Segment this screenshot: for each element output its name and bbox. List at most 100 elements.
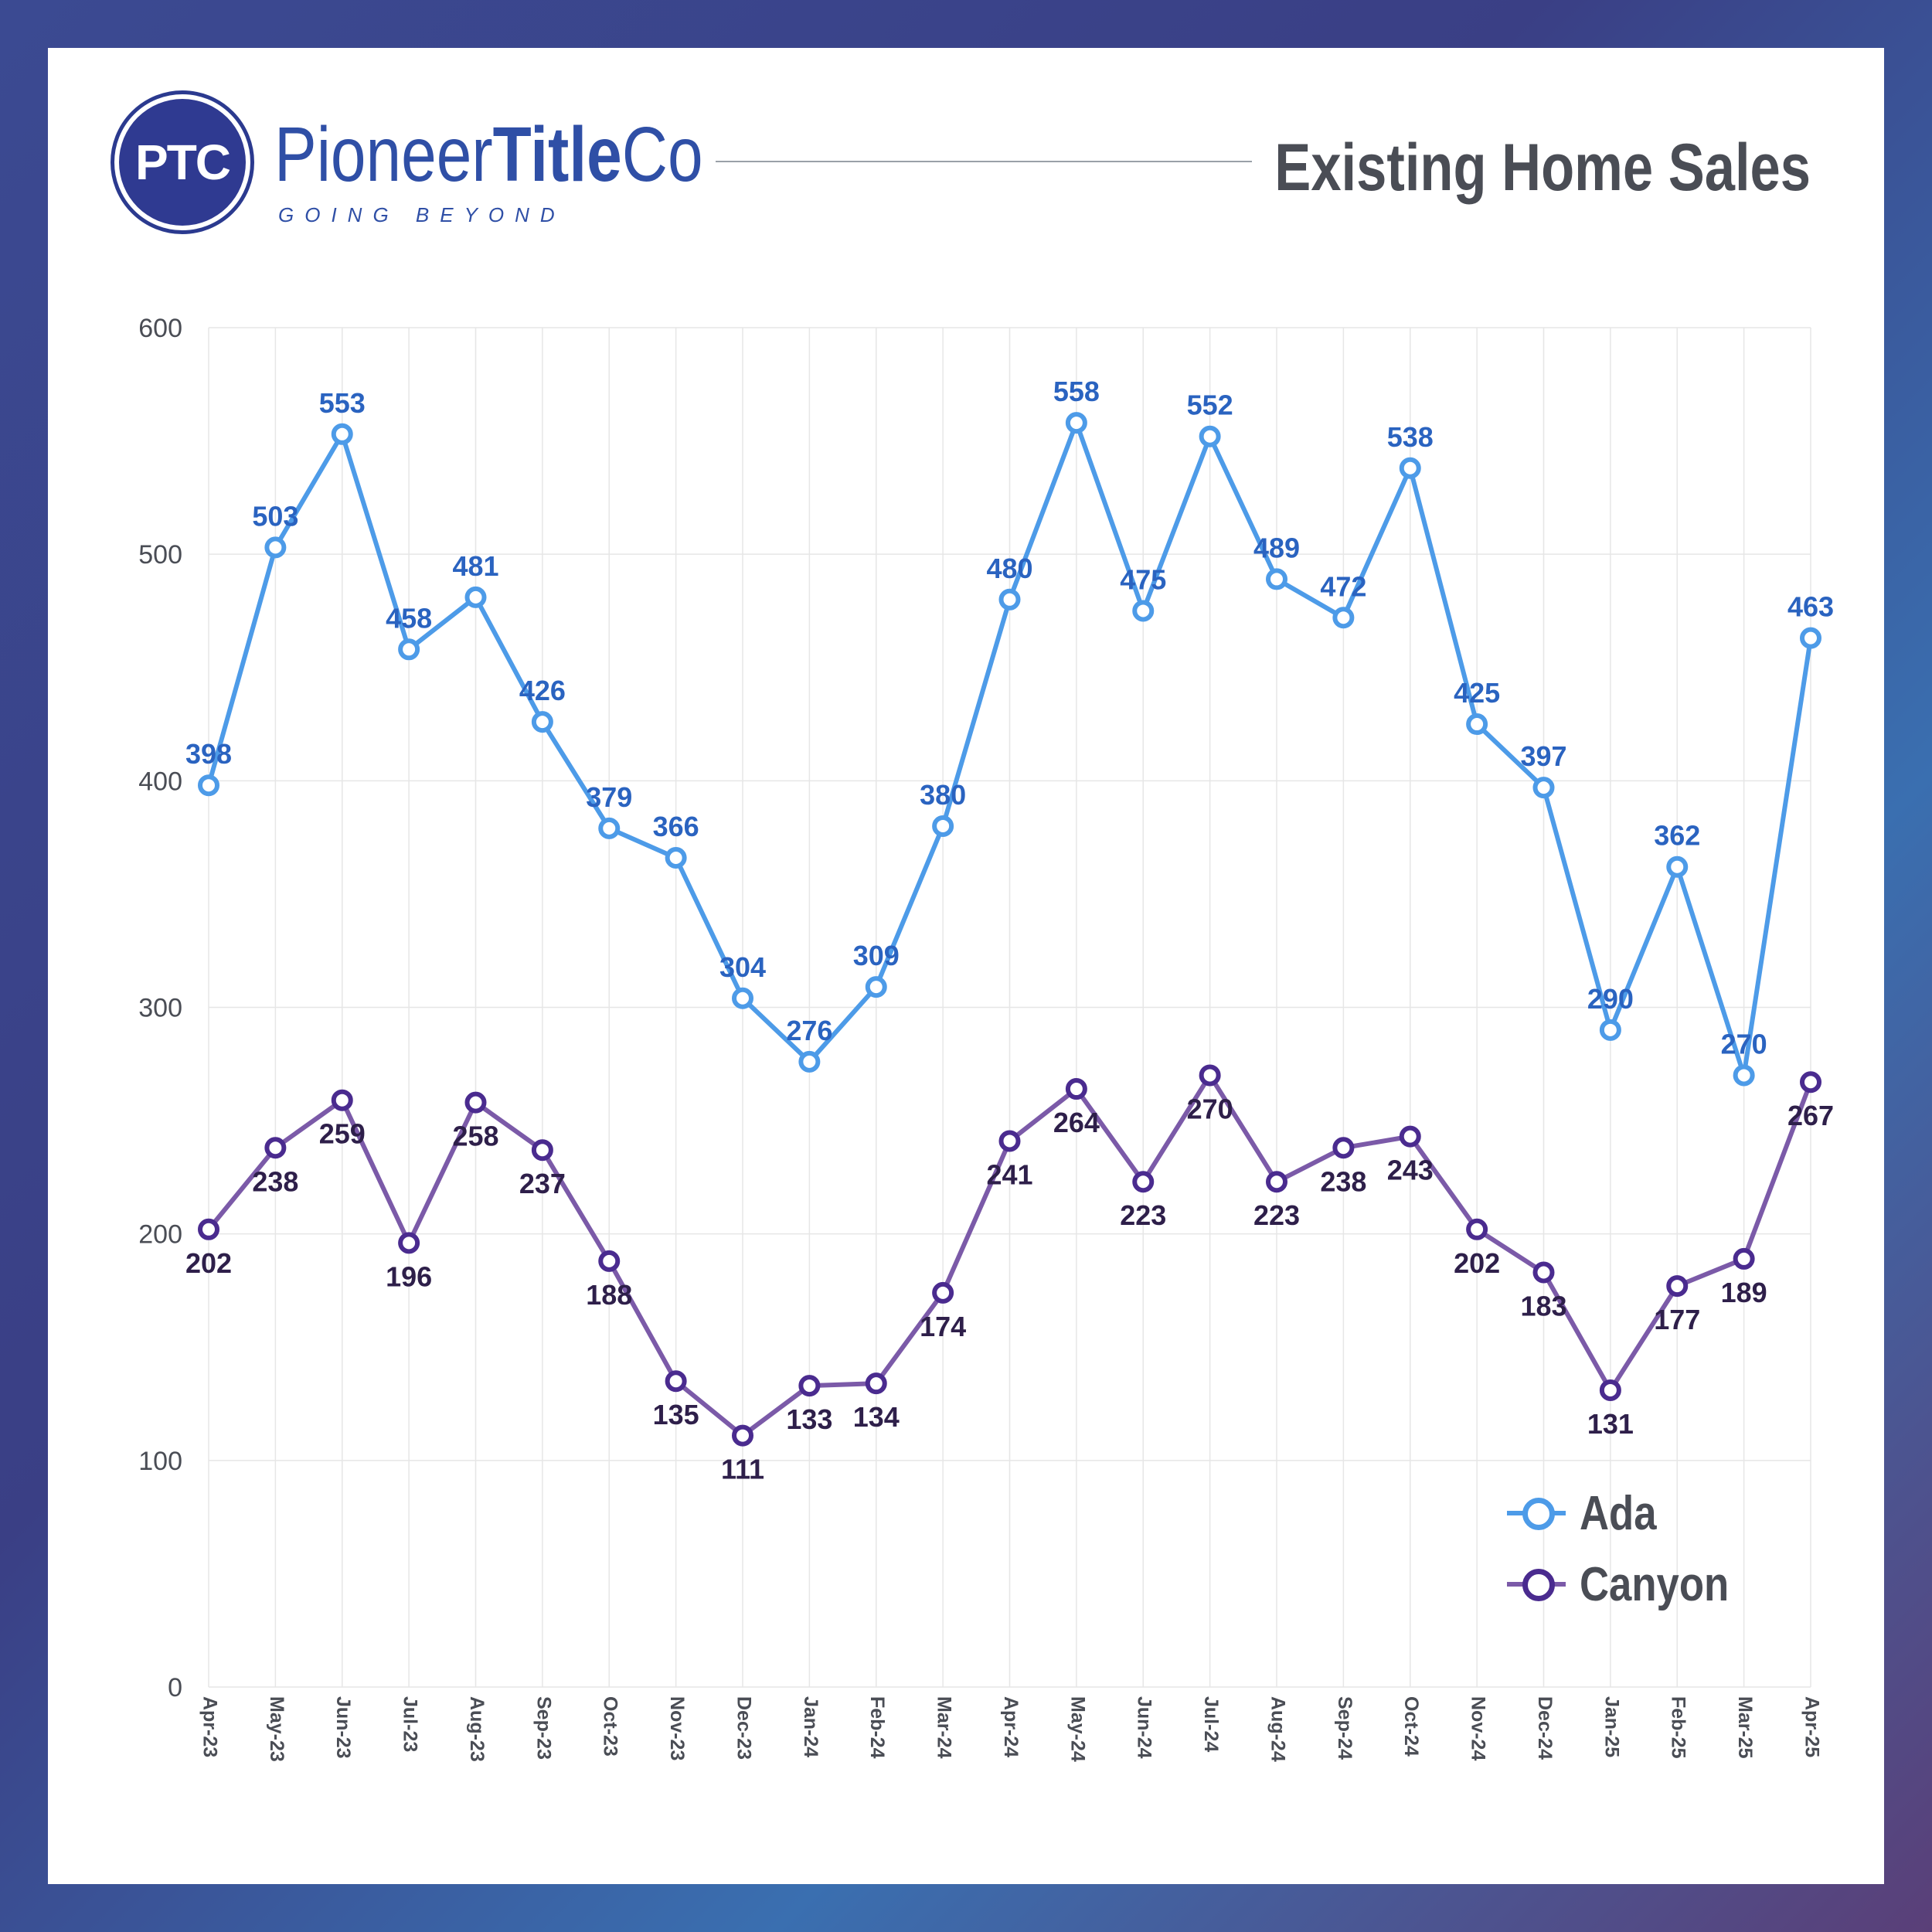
data-point-canyon — [932, 1281, 954, 1304]
data-label-ada: 558 — [1053, 376, 1100, 407]
data-label-canyon: 188 — [586, 1279, 632, 1311]
data-point-ada — [198, 774, 219, 797]
data-point-ada — [1132, 600, 1155, 622]
x-tick-label: Jun-23 — [332, 1696, 354, 1759]
x-tick-label: Apr-23 — [199, 1696, 220, 1757]
x-tick-label: Sep-24 — [1334, 1696, 1355, 1760]
data-point-canyon — [398, 1232, 420, 1254]
data-point-ada — [932, 815, 954, 837]
data-point-canyon — [1266, 1171, 1287, 1193]
data-label-ada: 304 — [719, 951, 766, 983]
data-point-canyon — [798, 1375, 821, 1397]
legend-swatch-ada — [1507, 1498, 1566, 1530]
data-point-canyon — [1466, 1218, 1488, 1240]
data-label-ada: 480 — [986, 553, 1032, 584]
data-label-canyon: 111 — [721, 1454, 764, 1485]
data-point-ada — [1266, 568, 1287, 590]
data-label-canyon: 174 — [920, 1311, 966, 1342]
data-point-ada — [331, 423, 353, 445]
data-point-canyon — [198, 1218, 219, 1240]
data-point-ada — [1532, 777, 1555, 799]
data-label-ada: 538 — [1387, 421, 1434, 453]
x-tick-label: Aug-24 — [1267, 1696, 1288, 1762]
x-tick-label: Oct-24 — [1400, 1696, 1422, 1757]
data-label-canyon: 131 — [1587, 1408, 1634, 1440]
data-label-canyon: 134 — [853, 1401, 900, 1433]
data-point-ada — [1332, 607, 1355, 629]
data-point-ada — [798, 1050, 821, 1073]
data-point-ada — [1199, 425, 1221, 447]
x-tick-label: Apr-24 — [1000, 1696, 1022, 1757]
data-point-canyon — [1132, 1171, 1155, 1193]
data-point-ada — [1399, 457, 1421, 479]
data-label-canyon: 238 — [1320, 1165, 1366, 1197]
x-tick-label: Mar-25 — [1734, 1696, 1756, 1759]
x-tick-label: Jul-23 — [400, 1696, 421, 1752]
data-label-ada: 475 — [1120, 563, 1166, 595]
brand-name-part-1: Pioneer — [274, 111, 493, 198]
data-label-ada: 481 — [452, 550, 498, 582]
x-tick-label: Mar-24 — [934, 1696, 955, 1759]
logo-badge: PTC — [111, 90, 254, 234]
data-point-canyon — [264, 1137, 287, 1159]
data-point-canyon — [1666, 1275, 1689, 1298]
data-point-canyon — [1532, 1261, 1555, 1284]
legend-swatch-canyon — [1507, 1569, 1566, 1601]
data-label-ada: 397 — [1520, 740, 1566, 772]
data-point-canyon — [531, 1139, 553, 1162]
brand-name-part-3: Co — [621, 111, 703, 198]
brand-name: PioneerTitleCo — [274, 116, 703, 193]
data-label-ada: 426 — [519, 675, 566, 706]
legend: Ada Canyon — [1507, 1478, 1755, 1620]
x-tick-label: Dec-23 — [733, 1696, 754, 1760]
data-label-canyon: 264 — [1053, 1107, 1100, 1138]
data-label-ada: 458 — [386, 602, 432, 634]
data-point-canyon — [998, 1130, 1021, 1152]
data-label-ada: 463 — [1787, 591, 1834, 623]
x-tick-label: Dec-24 — [1534, 1696, 1556, 1760]
x-tick-label: May-23 — [266, 1696, 287, 1762]
legend-item-ada: Ada — [1507, 1478, 1755, 1549]
data-label-canyon: 223 — [1120, 1199, 1166, 1231]
data-label-canyon: 223 — [1253, 1199, 1300, 1231]
data-point-ada — [865, 976, 887, 998]
data-label-ada: 472 — [1320, 570, 1366, 602]
data-label-ada: 362 — [1654, 820, 1700, 852]
data-point-canyon — [598, 1250, 621, 1272]
data-label-ada: 398 — [185, 738, 232, 770]
data-label-ada: 290 — [1587, 983, 1634, 1015]
data-label-canyon: 259 — [319, 1118, 366, 1150]
logo-badge-text: PTC — [119, 99, 246, 226]
data-point-ada — [1466, 713, 1488, 736]
x-tick-label: Jan-25 — [1600, 1696, 1622, 1757]
data-label-canyon: 267 — [1787, 1100, 1834, 1131]
x-tick-label: Apr-25 — [1801, 1696, 1822, 1757]
data-point-canyon — [331, 1089, 353, 1111]
y-tick-label: 300 — [138, 994, 182, 1023]
y-tick-label: 200 — [138, 1220, 182, 1250]
x-tick-label: Feb-24 — [866, 1696, 888, 1759]
x-tick-label: Nov-23 — [666, 1696, 688, 1760]
data-label-ada: 380 — [920, 779, 966, 811]
data-point-canyon — [1199, 1064, 1221, 1087]
data-point-canyon — [665, 1370, 687, 1393]
data-label-ada: 309 — [853, 940, 900, 971]
data-label-ada: 552 — [1187, 389, 1233, 421]
data-point-canyon — [1800, 1071, 1821, 1094]
x-tick-label: Jan-24 — [800, 1696, 821, 1757]
data-point-canyon — [1332, 1137, 1355, 1159]
data-point-canyon — [732, 1424, 753, 1447]
data-label-ada: 503 — [252, 500, 298, 532]
x-tick-label: May-24 — [1066, 1696, 1088, 1762]
brand-tagline: GOING BEYOND — [278, 203, 566, 226]
data-label-ada: 425 — [1454, 677, 1500, 709]
data-label-canyon: 270 — [1187, 1093, 1233, 1124]
x-tick-label: Sep-23 — [532, 1696, 554, 1760]
x-tick-label: Jun-24 — [1134, 1696, 1155, 1759]
header-divider — [716, 161, 1252, 162]
data-label-canyon: 241 — [986, 1158, 1032, 1190]
y-tick-label: 100 — [138, 1447, 182, 1476]
data-point-ada — [1666, 855, 1689, 878]
data-label-ada: 379 — [586, 781, 632, 813]
